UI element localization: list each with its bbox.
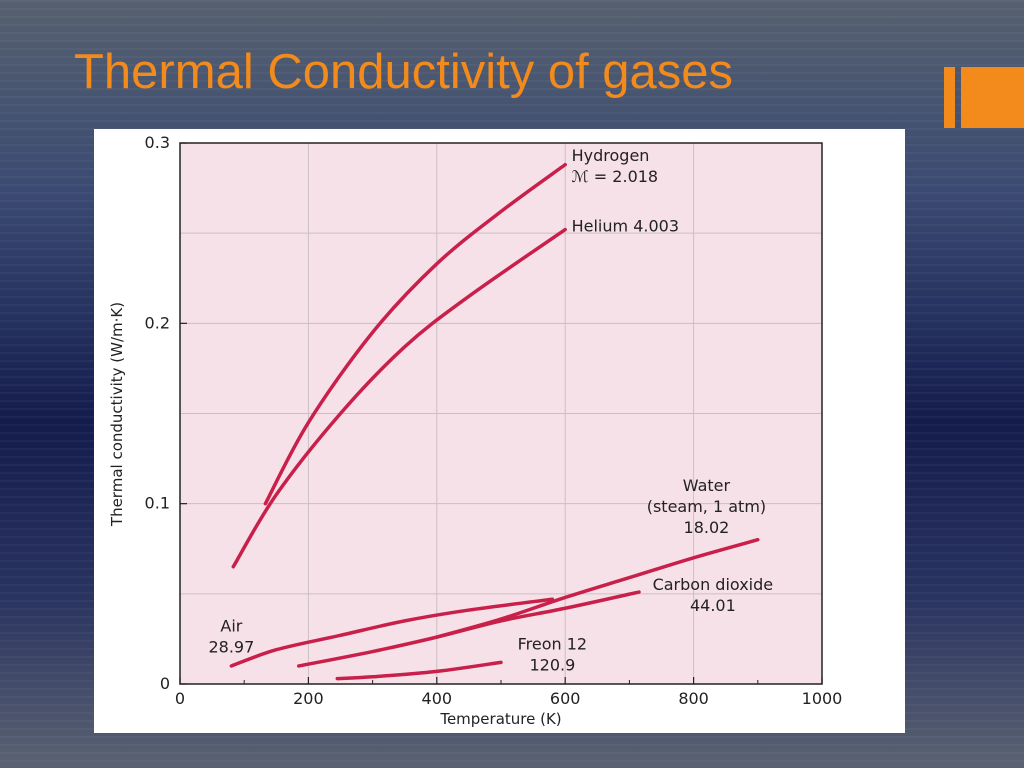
y-axis-label: Thermal conductivity (W/m·K) (108, 302, 126, 527)
x-tick-label: 1000 (802, 689, 843, 708)
series-label-carbon-dioxide: Carbon dioxide (653, 575, 774, 594)
series-label-helium: Helium 4.003 (572, 216, 679, 235)
accent-bar-wide (961, 67, 1024, 128)
series-label-air: Air (220, 617, 242, 636)
series-line-hydrogen (263, 162, 567, 506)
series-line-air (229, 597, 555, 668)
chart-frame: 0 200 400 600 800 1000 0 0.1 0.2 0.3 Hydrogen ℳ = … (94, 129, 905, 733)
axis-ticks: 0 200 400 600 800 1000 0 0.1 0.2 0.3 (145, 133, 843, 708)
series-label-air: 28.97 (208, 638, 254, 657)
series-label-hydrogen: Hydrogen (572, 146, 650, 165)
series-group (229, 162, 760, 681)
series-line-carbon-dioxide (297, 590, 641, 668)
x-tick-label: 0 (175, 689, 185, 708)
series-line-helium (231, 227, 567, 569)
y-tick-label: 0.3 (145, 133, 170, 152)
series-label-freon-12: 120.9 (529, 656, 575, 675)
accent-bar-thin (944, 67, 955, 128)
series-label-carbon-dioxide: 44.01 (690, 596, 736, 615)
series-label-water: Water (683, 476, 731, 495)
series-labels: Hydrogen ℳ = 2.018 Helium 4.003 Water (steam… (208, 146, 773, 675)
x-tick-label: 600 (550, 689, 581, 708)
y-tick-label: 0.2 (145, 313, 170, 332)
x-tick-label: 800 (678, 689, 709, 708)
series-label-water: 18.02 (684, 518, 730, 537)
grid (180, 143, 822, 684)
series-line-freon-12 (335, 660, 503, 681)
x-axis-label: Temperature (K) (439, 710, 561, 728)
x-tick-label: 200 (293, 689, 324, 708)
x-tick-label: 400 (422, 689, 453, 708)
thermal-conductivity-chart: 0 200 400 600 800 1000 0 0.1 0.2 0.3 Hydrogen ℳ = … (108, 133, 843, 728)
y-tick-label: 0 (160, 674, 170, 693)
y-tick-label: 0.1 (145, 494, 170, 513)
series-label-hydrogen: ℳ = 2.018 (572, 167, 659, 186)
series-label-water: (steam, 1 atm) (647, 497, 766, 516)
series-label-freon-12: Freon 12 (518, 635, 587, 654)
slide-title: Thermal Conductivity of gases (74, 45, 734, 99)
